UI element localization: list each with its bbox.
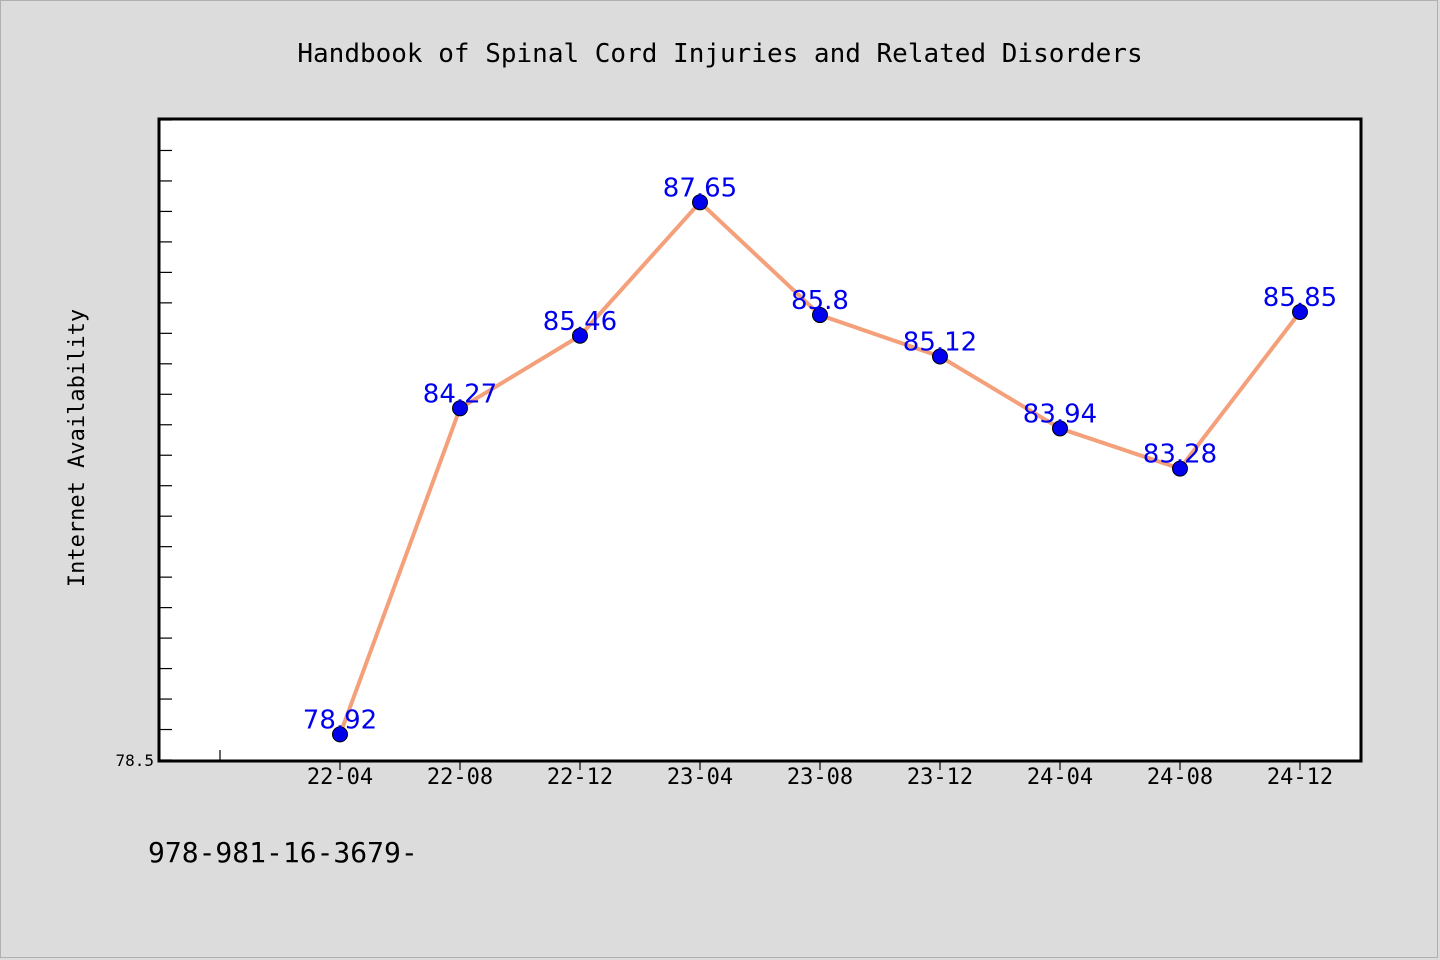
x-tick-label: 24-04 xyxy=(1027,765,1093,790)
data-point xyxy=(932,348,948,365)
data-label: 85.12 xyxy=(903,327,977,357)
footer-isbn-text: 978-981-16-3679- xyxy=(148,836,418,869)
data-label: 78.92 xyxy=(303,705,377,735)
data-point xyxy=(1292,304,1308,320)
x-tick-label: 23-04 xyxy=(667,765,733,790)
data-label: 85.8 xyxy=(791,286,849,316)
plot-area xyxy=(157,117,1363,763)
data-point xyxy=(1172,460,1188,477)
y-axis-label: Internet Availability xyxy=(65,309,90,587)
data-point xyxy=(572,327,588,344)
x-tick-label: 22-08 xyxy=(427,765,493,790)
data-point xyxy=(332,726,348,743)
y-tick-label: 78.5 xyxy=(115,751,154,770)
y-axis-ticks: 78.5 xyxy=(115,119,172,770)
x-tick-label: 23-08 xyxy=(787,765,853,790)
data-label: 85.85 xyxy=(1263,283,1337,313)
series-group: 78.92 84.27 85.46 87.65 85.8 85.12 83.94 83.28 8… xyxy=(303,173,1337,743)
data-point xyxy=(1052,420,1068,437)
x-tick-label: 24-08 xyxy=(1147,765,1213,790)
data-label: 83.94 xyxy=(1023,399,1097,429)
data-point xyxy=(452,400,468,417)
x-tick-label: 22-04 xyxy=(307,765,373,790)
x-tick-label: 22-12 xyxy=(547,765,613,790)
data-label: 83.28 xyxy=(1143,440,1217,470)
data-point xyxy=(692,194,708,211)
data-label: 87.65 xyxy=(663,173,737,203)
data-label: 84.27 xyxy=(423,379,497,409)
x-tick-label: 23-12 xyxy=(907,765,973,790)
chart-title: Handbook of Spinal Cord Injuries and Rel… xyxy=(297,39,1142,69)
x-axis-ticks: 22-04 22-08 22-12 23-04 23-08 23-12 24-04 24-08… xyxy=(219,750,1333,790)
data-label: 85.46 xyxy=(543,307,617,337)
x-tick-label: 24-12 xyxy=(1267,765,1333,790)
data-point xyxy=(812,307,828,324)
